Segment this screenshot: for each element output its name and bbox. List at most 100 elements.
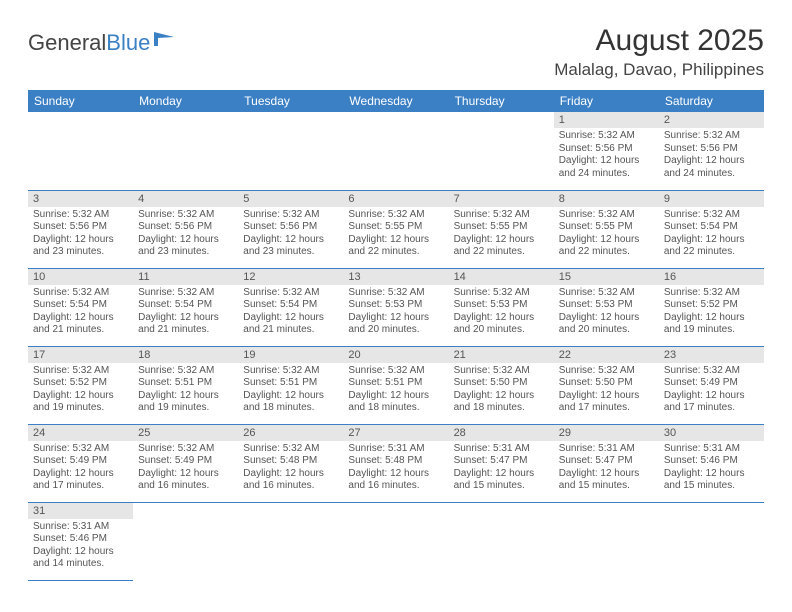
calendar-cell: 27Sunrise: 5:31 AMSunset: 5:48 PMDayligh… (343, 424, 448, 502)
calendar-cell: 3Sunrise: 5:32 AMSunset: 5:56 PMDaylight… (28, 190, 133, 268)
daylight-line: Daylight: 12 hours and 19 minutes. (664, 312, 759, 337)
day-details: Sunrise: 5:32 AMSunset: 5:49 PMDaylight:… (28, 441, 133, 496)
weekday-header: Monday (133, 90, 238, 112)
calendar-cell (133, 112, 238, 190)
day-details: Sunrise: 5:32 AMSunset: 5:50 PMDaylight:… (554, 363, 659, 418)
day-number: 27 (343, 425, 448, 441)
sunset-line: Sunset: 5:52 PM (33, 377, 128, 390)
day-number: 5 (238, 191, 343, 207)
calendar-cell: 12Sunrise: 5:32 AMSunset: 5:54 PMDayligh… (238, 268, 343, 346)
sunset-line: Sunset: 5:47 PM (559, 455, 654, 468)
day-number: 1 (554, 112, 659, 128)
sunrise-line: Sunrise: 5:31 AM (348, 443, 443, 456)
calendar-cell: 30Sunrise: 5:31 AMSunset: 5:46 PMDayligh… (659, 424, 764, 502)
day-number: 26 (238, 425, 343, 441)
sunrise-line: Sunrise: 5:32 AM (138, 443, 233, 456)
sunset-line: Sunset: 5:48 PM (243, 455, 338, 468)
sunset-line: Sunset: 5:56 PM (33, 221, 128, 234)
calendar-cell (238, 502, 343, 580)
calendar-cell: 19Sunrise: 5:32 AMSunset: 5:51 PMDayligh… (238, 346, 343, 424)
daylight-line: Daylight: 12 hours and 21 minutes. (33, 312, 128, 337)
month-title: August 2025 (554, 24, 764, 58)
daylight-line: Daylight: 12 hours and 19 minutes. (138, 390, 233, 415)
day-details: Sunrise: 5:32 AMSunset: 5:54 PMDaylight:… (133, 285, 238, 340)
sunrise-line: Sunrise: 5:32 AM (138, 287, 233, 300)
daylight-line: Daylight: 12 hours and 22 minutes. (348, 234, 443, 259)
daylight-line: Daylight: 12 hours and 18 minutes. (243, 390, 338, 415)
day-number: 24 (28, 425, 133, 441)
calendar-cell: 6Sunrise: 5:32 AMSunset: 5:55 PMDaylight… (343, 190, 448, 268)
calendar-cell: 11Sunrise: 5:32 AMSunset: 5:54 PMDayligh… (133, 268, 238, 346)
sunrise-line: Sunrise: 5:32 AM (454, 365, 549, 378)
sunset-line: Sunset: 5:56 PM (664, 143, 759, 156)
calendar-cell: 26Sunrise: 5:32 AMSunset: 5:48 PMDayligh… (238, 424, 343, 502)
calendar-cell: 16Sunrise: 5:32 AMSunset: 5:52 PMDayligh… (659, 268, 764, 346)
day-details: Sunrise: 5:32 AMSunset: 5:54 PMDaylight:… (659, 207, 764, 262)
day-details: Sunrise: 5:32 AMSunset: 5:55 PMDaylight:… (343, 207, 448, 262)
sunrise-line: Sunrise: 5:32 AM (243, 443, 338, 456)
daylight-line: Daylight: 12 hours and 21 minutes. (243, 312, 338, 337)
day-number: 25 (133, 425, 238, 441)
sunset-line: Sunset: 5:49 PM (33, 455, 128, 468)
calendar-cell (449, 502, 554, 580)
sunrise-line: Sunrise: 5:32 AM (243, 365, 338, 378)
calendar-cell: 29Sunrise: 5:31 AMSunset: 5:47 PMDayligh… (554, 424, 659, 502)
brand-flag-icon (154, 30, 176, 46)
calendar-cell: 17Sunrise: 5:32 AMSunset: 5:52 PMDayligh… (28, 346, 133, 424)
sunset-line: Sunset: 5:51 PM (138, 377, 233, 390)
daylight-line: Daylight: 12 hours and 18 minutes. (454, 390, 549, 415)
day-details: Sunrise: 5:32 AMSunset: 5:51 PMDaylight:… (343, 363, 448, 418)
daylight-line: Daylight: 12 hours and 20 minutes. (348, 312, 443, 337)
day-number: 30 (659, 425, 764, 441)
sunset-line: Sunset: 5:51 PM (348, 377, 443, 390)
calendar-cell (343, 502, 448, 580)
calendar-cell: 25Sunrise: 5:32 AMSunset: 5:49 PMDayligh… (133, 424, 238, 502)
weekday-header: Saturday (659, 90, 764, 112)
weekday-header: Thursday (449, 90, 554, 112)
day-details: Sunrise: 5:32 AMSunset: 5:51 PMDaylight:… (238, 363, 343, 418)
sunset-line: Sunset: 5:49 PM (664, 377, 759, 390)
sunrise-line: Sunrise: 5:31 AM (559, 443, 654, 456)
sunset-line: Sunset: 5:56 PM (243, 221, 338, 234)
sunset-line: Sunset: 5:54 PM (138, 299, 233, 312)
calendar-cell: 4Sunrise: 5:32 AMSunset: 5:56 PMDaylight… (133, 190, 238, 268)
day-details: Sunrise: 5:32 AMSunset: 5:56 PMDaylight:… (133, 207, 238, 262)
calendar-cell (554, 502, 659, 580)
day-details: Sunrise: 5:32 AMSunset: 5:54 PMDaylight:… (238, 285, 343, 340)
day-details: Sunrise: 5:32 AMSunset: 5:52 PMDaylight:… (659, 285, 764, 340)
day-number: 16 (659, 269, 764, 285)
daylight-line: Daylight: 12 hours and 23 minutes. (138, 234, 233, 259)
calendar-cell (659, 502, 764, 580)
sunset-line: Sunset: 5:50 PM (559, 377, 654, 390)
sunrise-line: Sunrise: 5:32 AM (33, 209, 128, 222)
day-details: Sunrise: 5:32 AMSunset: 5:55 PMDaylight:… (554, 207, 659, 262)
location-text: Malalag, Davao, Philippines (554, 60, 764, 80)
sunrise-line: Sunrise: 5:32 AM (664, 209, 759, 222)
sunrise-line: Sunrise: 5:32 AM (559, 209, 654, 222)
calendar-cell: 23Sunrise: 5:32 AMSunset: 5:49 PMDayligh… (659, 346, 764, 424)
daylight-line: Daylight: 12 hours and 16 minutes. (348, 468, 443, 493)
calendar-cell: 2Sunrise: 5:32 AMSunset: 5:56 PMDaylight… (659, 112, 764, 190)
calendar-cell: 5Sunrise: 5:32 AMSunset: 5:56 PMDaylight… (238, 190, 343, 268)
calendar-cell: 1Sunrise: 5:32 AMSunset: 5:56 PMDaylight… (554, 112, 659, 190)
calendar-head: SundayMondayTuesdayWednesdayThursdayFrid… (28, 90, 764, 112)
calendar-body: 1Sunrise: 5:32 AMSunset: 5:56 PMDaylight… (28, 112, 764, 580)
sunset-line: Sunset: 5:51 PM (243, 377, 338, 390)
sunrise-line: Sunrise: 5:32 AM (243, 209, 338, 222)
sunset-line: Sunset: 5:55 PM (559, 221, 654, 234)
page-header: GeneralBlue August 2025 Malalag, Davao, … (28, 24, 764, 80)
calendar-cell: 20Sunrise: 5:32 AMSunset: 5:51 PMDayligh… (343, 346, 448, 424)
daylight-line: Daylight: 12 hours and 22 minutes. (454, 234, 549, 259)
day-number: 6 (343, 191, 448, 207)
sunset-line: Sunset: 5:49 PM (138, 455, 233, 468)
day-details: Sunrise: 5:32 AMSunset: 5:56 PMDaylight:… (554, 128, 659, 183)
sunset-line: Sunset: 5:56 PM (559, 143, 654, 156)
day-details: Sunrise: 5:31 AMSunset: 5:47 PMDaylight:… (449, 441, 554, 496)
day-number: 21 (449, 347, 554, 363)
brand-part1: General (28, 30, 106, 56)
daylight-line: Daylight: 12 hours and 23 minutes. (33, 234, 128, 259)
calendar-cell: 7Sunrise: 5:32 AMSunset: 5:55 PMDaylight… (449, 190, 554, 268)
sunrise-line: Sunrise: 5:32 AM (559, 130, 654, 143)
calendar-page: GeneralBlue August 2025 Malalag, Davao, … (0, 0, 792, 605)
day-number: 2 (659, 112, 764, 128)
